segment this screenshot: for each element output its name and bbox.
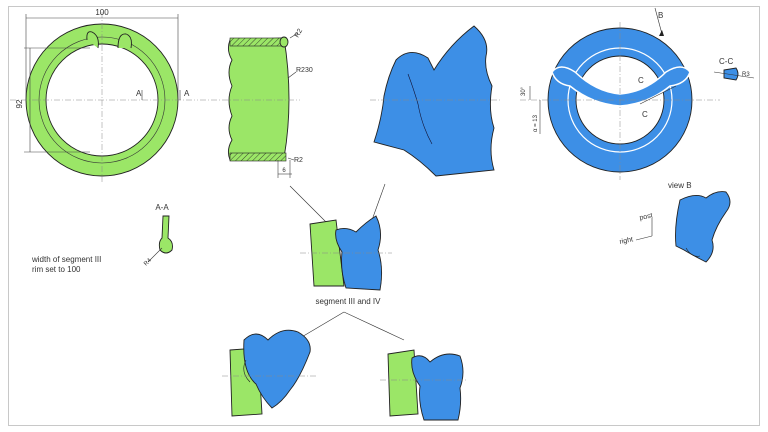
side-section-bead (279, 36, 289, 48)
note-block: width of segment III rim set to 100 (31, 255, 101, 274)
section-aa-title: A-A (155, 203, 169, 212)
blue-segment-3d (370, 25, 500, 177)
blue-segment-edge-line (407, 73, 433, 145)
dim-30-label: 30° (521, 86, 527, 96)
view-b-arrow-line (654, 7, 663, 35)
note-line-1: width of segment III (31, 255, 101, 264)
view-mark-b: B (658, 11, 663, 20)
section-cc: C-C R3 (713, 57, 755, 81)
blue-segment-body (373, 25, 495, 177)
connector-right-top (371, 183, 386, 221)
section-aa: A-A R4 (143, 203, 173, 267)
side-section-hatch-bottom (229, 152, 287, 162)
section-aa-shape (158, 215, 173, 254)
assembly-bl-curve (243, 359, 251, 383)
section-cc-leader (713, 71, 755, 79)
side-section-view: R2 R230 R2 6 (200, 28, 313, 178)
segment-caption: segment III and IV (316, 297, 382, 306)
ring-lug-right (117, 33, 132, 49)
dim-height-label: 92 (15, 99, 24, 108)
assembly-bottom-right (380, 349, 468, 421)
section-cc-title: C-C (719, 57, 733, 66)
section-c-line (639, 85, 677, 105)
section-aa-radius: R4 (143, 257, 153, 267)
view-b-curl (685, 247, 701, 257)
side-section-hatch-top (229, 37, 287, 47)
sheet-border (8, 6, 760, 426)
view-b-title: view B (668, 181, 692, 190)
view-b-arrowhead (659, 30, 664, 36)
assembly-bottom-left (222, 329, 318, 417)
axis-post: post (639, 212, 653, 222)
connector-left-bottom (299, 311, 345, 339)
blue-ring-flange (551, 66, 691, 107)
section-cc-shape (723, 67, 739, 81)
axis-right: right (619, 236, 634, 246)
assembly-br-blue (411, 353, 464, 421)
radius-side-label: R230 (296, 67, 313, 74)
mark-c1: C (638, 76, 644, 85)
blue-ring-view: B 30° α = 13 C C (520, 7, 720, 180)
section-aa-leader (147, 247, 163, 263)
assembly-br-green (387, 349, 419, 417)
section-mark-right: A (184, 89, 190, 98)
connector-left-top (289, 185, 327, 223)
ring-lug-left (86, 31, 99, 49)
view-b-shape (675, 191, 731, 263)
assembly-bl-blue (243, 329, 311, 409)
note-line-2: rim set to 100 (32, 265, 81, 274)
dim-thickness-label: 6 (282, 168, 286, 174)
radius-bottom-label: R2 (294, 157, 303, 164)
dim-width-label: 100 (95, 8, 109, 17)
leader-r2-bottom (287, 157, 295, 161)
leader-r230 (287, 71, 297, 79)
section-mark-left: A (136, 89, 142, 98)
section-cc-radius: R3 (742, 72, 750, 78)
view-b: view B post right (619, 181, 731, 263)
assembly-middle (300, 215, 392, 291)
axis-right-line (635, 235, 653, 241)
dim-alpha-label: α = 13 (533, 114, 539, 132)
leader-r2-top (289, 32, 299, 39)
radius-top-label: R2 (294, 28, 305, 39)
mark-c2: C (642, 110, 648, 119)
side-section-body (227, 37, 290, 161)
connector-right-bottom (343, 311, 405, 341)
front-view-ring: 100 92 A A (10, 8, 198, 182)
